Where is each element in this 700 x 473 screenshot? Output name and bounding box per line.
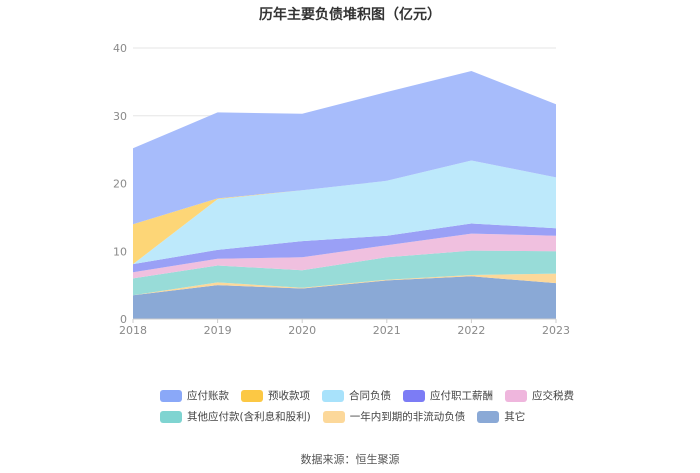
legend-swatch bbox=[403, 389, 425, 402]
area-series bbox=[133, 160, 556, 265]
x-tick-label: 2018 bbox=[119, 324, 147, 337]
legend-item[interactable]: 合同负债 bbox=[322, 388, 391, 403]
legend-label: 应付职工薪酬 bbox=[430, 390, 493, 402]
legend-item[interactable]: 一年内到期的非流动负债 bbox=[322, 409, 466, 424]
legend-item[interactable]: 其他应付款(含利息和股利) bbox=[160, 409, 311, 424]
legend-item[interactable]: 应交税费 bbox=[505, 388, 574, 403]
chart-legend: 应付账款 预收款项 合同负债 应付职工薪酬 应交税费其他应付款(含利息和股利) 一年内到期… bbox=[160, 388, 580, 430]
legend-label: 其它 bbox=[504, 411, 526, 423]
legend-swatch bbox=[241, 389, 263, 402]
y-tick-label: 40 bbox=[113, 42, 127, 55]
legend-swatch bbox=[322, 410, 345, 423]
y-tick-label: 0 bbox=[120, 313, 127, 326]
area-series bbox=[133, 250, 556, 296]
legend-item[interactable]: 应付账款 bbox=[160, 388, 229, 403]
legend-swatch bbox=[160, 389, 182, 402]
data-source-note: 数据来源：恒生聚源 bbox=[300, 453, 400, 466]
x-tick-label: 2023 bbox=[542, 324, 570, 337]
y-tick-label: 20 bbox=[113, 178, 127, 191]
chart-title: 历年主要负债堆积图（亿元） bbox=[259, 7, 441, 23]
stacked-area-plot: 0 10 20 30 40 2018 2019 2020 2021 2022 2023 bbox=[113, 42, 570, 337]
legend-label: 一年内到期的非流动负债 bbox=[349, 411, 466, 423]
x-tick-label: 2021 bbox=[373, 324, 401, 337]
legend-swatch bbox=[477, 410, 500, 423]
legend-label: 其他应付款(含利息和股利) bbox=[187, 411, 311, 423]
legend-swatch bbox=[160, 410, 182, 423]
legend-item[interactable]: 其它 bbox=[477, 409, 525, 424]
y-tick-label: 30 bbox=[113, 110, 127, 123]
area-series bbox=[133, 233, 556, 279]
x-tick-label: 2020 bbox=[288, 324, 316, 337]
legend-item[interactable]: 预收款项 bbox=[241, 388, 310, 403]
area-series bbox=[133, 223, 556, 273]
legend-swatch bbox=[322, 389, 344, 402]
legend-label: 预收款项 bbox=[268, 390, 310, 402]
legend-label: 应交税费 bbox=[532, 390, 574, 402]
legend-row: 其他应付款(含利息和股利) 一年内到期的非流动负债 其它 bbox=[160, 409, 580, 424]
area-series bbox=[133, 273, 556, 296]
legend-swatch bbox=[505, 389, 527, 402]
area-series bbox=[133, 276, 556, 319]
legend-label: 合同负债 bbox=[349, 390, 391, 402]
x-tick-label: 2022 bbox=[457, 324, 485, 337]
legend-row: 应付账款 预收款项 合同负债 应付职工薪酬 应交税费 bbox=[160, 388, 580, 403]
area-series bbox=[133, 71, 556, 225]
y-tick-label: 10 bbox=[113, 245, 127, 258]
legend-label: 应付账款 bbox=[187, 390, 229, 402]
legend-item[interactable]: 应付职工薪酬 bbox=[403, 388, 493, 403]
x-tick-label: 2019 bbox=[204, 324, 232, 337]
